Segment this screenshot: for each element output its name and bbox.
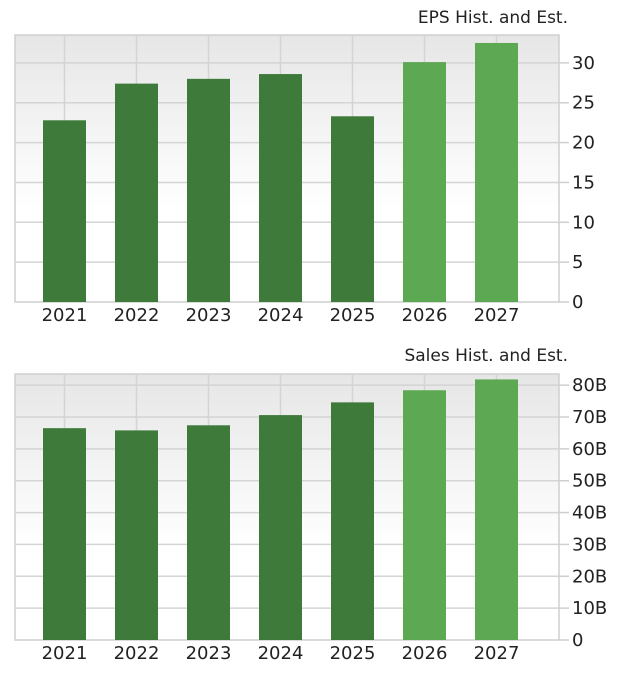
bar-2024 [259,415,302,640]
x-tick-label: 2023 [186,305,232,326]
y-tick-label: 20 [572,133,595,154]
y-tick-label: 80B [572,375,607,396]
bar-2027 [475,379,518,640]
bar-2021 [43,428,86,640]
y-tick-label: 50B [572,471,607,492]
bar-2022 [115,430,158,640]
y-tick-label: 30 [572,53,595,74]
bar-2026 [403,62,446,302]
x-tick-label: 2026 [402,305,448,326]
x-tick-label: 2022 [114,305,160,326]
eps-chart-title: EPS Hist. and Est. [417,8,568,28]
y-tick-label: 0 [572,292,583,313]
x-tick-label: 2027 [474,305,520,326]
x-tick-label: 2026 [402,643,448,664]
y-tick-label: 0 [572,630,583,651]
bar-2022 [115,83,158,302]
bar-2025 [331,116,374,302]
y-tick-label: 60B [572,439,607,460]
y-tick-label: 25 [572,93,595,114]
x-tick-label: 2024 [258,305,304,326]
x-tick-label: 2022 [114,643,160,664]
y-tick-label: 70B [572,407,607,428]
bar-2023 [187,425,230,640]
bar-2026 [403,390,446,640]
y-tick-label: 15 [572,172,595,193]
x-tick-label: 2021 [42,643,88,664]
y-tick-label: 10B [572,598,607,619]
sales-chart-title: Sales Hist. and Est. [404,346,568,366]
x-tick-label: 2024 [258,643,304,664]
bar-2023 [187,78,230,303]
bar-2024 [259,74,302,302]
y-tick-label: 10 [572,212,595,233]
x-tick-label: 2021 [42,305,88,326]
eps-chart: EPS Hist. and Est. 0 5 10 15 20 25 30 2021 2022 2… [0,0,620,335]
y-tick-label: 5 [572,252,583,273]
bar-2025 [331,402,374,640]
x-tick-label: 2027 [474,643,520,664]
y-tick-label: 40B [572,503,607,524]
bar-2027 [475,42,518,302]
bar-2021 [43,120,86,302]
x-tick-label: 2023 [186,643,232,664]
y-tick-label: 20B [572,566,607,587]
x-tick-label: 2025 [330,305,376,326]
x-tick-label: 2025 [330,643,376,664]
y-tick-label: 30B [572,534,607,555]
